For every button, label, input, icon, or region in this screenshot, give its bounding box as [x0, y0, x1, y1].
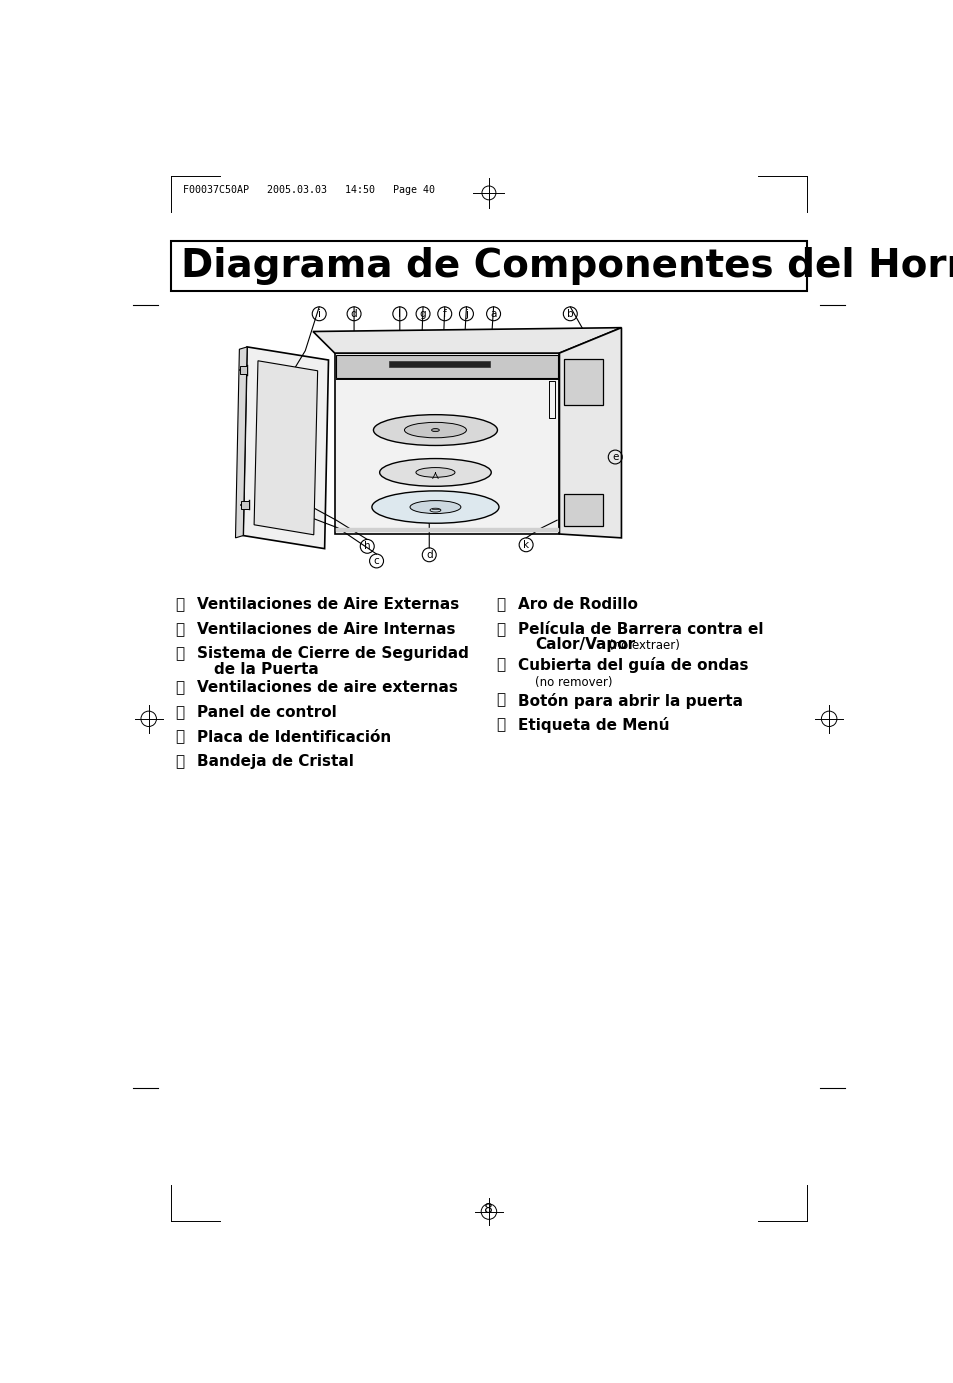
Text: ⓙ: ⓙ: [497, 657, 505, 672]
Text: a: a: [490, 308, 497, 319]
FancyBboxPatch shape: [335, 354, 558, 378]
Text: ⓐ: ⓐ: [174, 597, 184, 613]
Ellipse shape: [410, 501, 460, 513]
Text: Cubierta del guía de ondas: Cubierta del guía de ondas: [517, 657, 748, 674]
Text: F00037C50AP   2005.03.03   14:50   Page 40: F00037C50AP 2005.03.03 14:50 Page 40: [183, 185, 435, 195]
Text: d: d: [351, 308, 357, 319]
Text: ⓚ: ⓚ: [497, 693, 505, 708]
Text: ⓛ: ⓛ: [497, 718, 505, 732]
Text: Ventilaciones de Aire Internas: Ventilaciones de Aire Internas: [196, 622, 455, 636]
FancyBboxPatch shape: [389, 361, 489, 366]
FancyBboxPatch shape: [241, 501, 249, 509]
Text: Botón para abrir la puerta: Botón para abrir la puerta: [517, 693, 742, 708]
Text: ⓘ: ⓘ: [497, 622, 505, 636]
Polygon shape: [253, 361, 317, 535]
Ellipse shape: [372, 491, 498, 523]
Ellipse shape: [404, 422, 466, 438]
Text: e: e: [612, 452, 618, 462]
Text: Película de Barrera contra el: Película de Barrera contra el: [517, 622, 763, 636]
Text: (no remover): (no remover): [535, 676, 612, 689]
Text: d: d: [425, 550, 432, 560]
Text: ⓕ: ⓕ: [174, 730, 184, 744]
Text: Panel de control: Panel de control: [196, 705, 336, 721]
Text: ⓑ: ⓑ: [174, 622, 184, 636]
Text: i: i: [317, 308, 320, 319]
Text: Placa de Identificación: Placa de Identificación: [196, 730, 391, 744]
Polygon shape: [335, 528, 558, 531]
Text: Ventilaciones de Aire Externas: Ventilaciones de Aire Externas: [196, 597, 458, 613]
Text: Calor/Vapor: Calor/Vapor: [535, 638, 635, 653]
Polygon shape: [235, 347, 247, 538]
Text: h: h: [363, 541, 370, 552]
Text: de la Puerta: de la Puerta: [213, 662, 318, 676]
Text: 8: 8: [484, 1202, 493, 1216]
Text: Etiqueta de Menú: Etiqueta de Menú: [517, 718, 669, 733]
FancyBboxPatch shape: [335, 353, 558, 534]
Text: k: k: [522, 539, 529, 550]
Ellipse shape: [373, 415, 497, 445]
Polygon shape: [313, 328, 620, 353]
Text: ⓒ: ⓒ: [174, 646, 184, 661]
Polygon shape: [243, 347, 328, 549]
FancyBboxPatch shape: [171, 242, 806, 290]
Text: ⓓ: ⓓ: [174, 680, 184, 696]
Text: (no extraer): (no extraer): [608, 639, 679, 651]
Ellipse shape: [379, 459, 491, 487]
Text: ⓔ: ⓔ: [174, 705, 184, 721]
Text: ⓗ: ⓗ: [497, 597, 505, 613]
Ellipse shape: [431, 429, 439, 431]
FancyBboxPatch shape: [239, 366, 247, 373]
Text: ⓖ: ⓖ: [174, 754, 184, 769]
Ellipse shape: [416, 467, 455, 477]
Text: j: j: [464, 308, 468, 319]
FancyBboxPatch shape: [563, 360, 602, 405]
Text: g: g: [419, 308, 426, 319]
Text: f: f: [442, 308, 446, 319]
Text: c: c: [374, 556, 379, 566]
Text: Bandeja de Cristal: Bandeja de Cristal: [196, 754, 354, 769]
Text: Diagrama de Componentes del Horno: Diagrama de Componentes del Horno: [181, 248, 953, 285]
FancyBboxPatch shape: [563, 494, 602, 527]
Text: l: l: [398, 308, 401, 319]
Polygon shape: [558, 328, 620, 538]
Text: Sistema de Cierre de Seguridad: Sistema de Cierre de Seguridad: [196, 646, 468, 661]
Text: Ventilaciones de aire externas: Ventilaciones de aire externas: [196, 680, 457, 696]
Text: b: b: [566, 308, 573, 319]
Text: Aro de Rodillo: Aro de Rodillo: [517, 597, 638, 613]
